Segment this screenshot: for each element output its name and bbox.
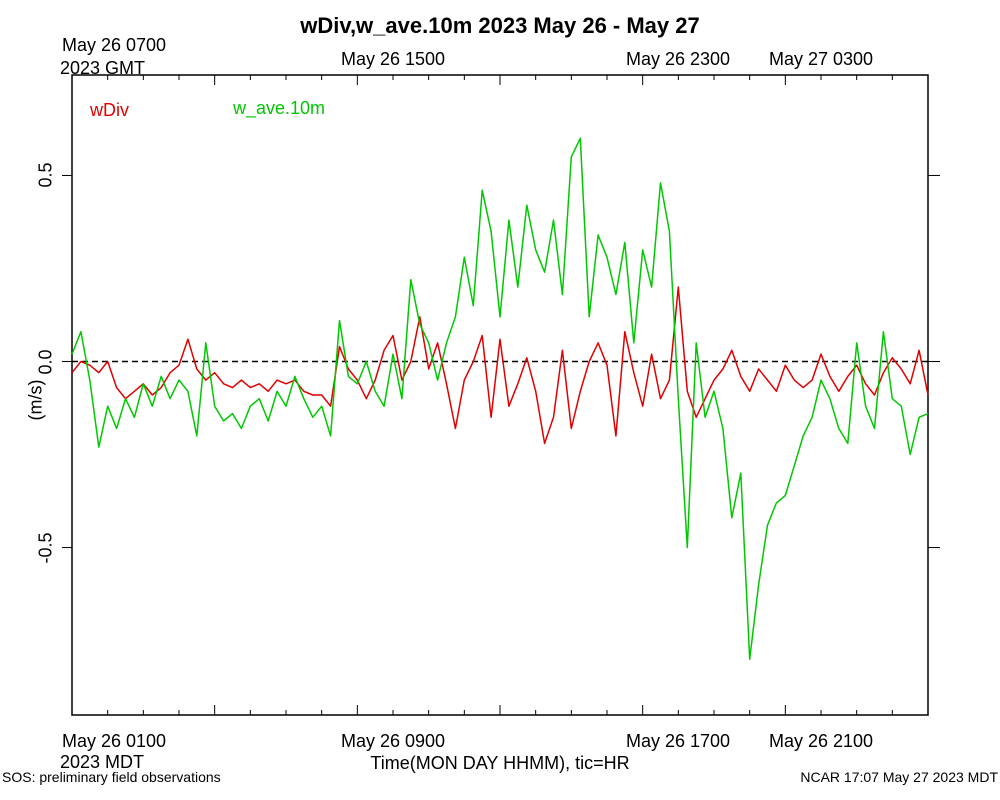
series-line-w-ave-10m [71, 137, 929, 660]
bottom-axis-label-1: May 26 0900 [340, 731, 446, 751]
bottom-axis-first-label-line1: May 26 0100 [62, 731, 167, 751]
y-axis-label: (m/s) [25, 379, 46, 421]
top-axis-first-label-line2: 2023 GMT [60, 58, 146, 78]
x-axis-label: Time(MON DAY HHMM), tic=HR [370, 753, 630, 773]
series-layer [71, 137, 929, 660]
legend-wdiv: wDiv [90, 100, 129, 120]
top-axis-label-3: May 27 0300 [768, 49, 874, 69]
bottom-axis-label-3: May 26 2100 [768, 731, 874, 751]
legend-w-ave-10m: w_ave.10m [233, 98, 326, 118]
bottom-axis-label-2: May 26 1700 [625, 731, 731, 751]
chart-title: wDiv,w_ave.10m 2023 May 26 - May 27 [300, 13, 700, 38]
axis-ticks [62, 75, 940, 715]
top-axis-label-2: May 26 2300 [625, 49, 731, 69]
top-axis-first-label-line1: May 26 0700 [62, 35, 167, 55]
footer-left-note: SOS: preliminary field observations [2, 769, 221, 785]
y-tick-label-0.5: 0.5 [35, 162, 56, 188]
top-axis-label-1: May 26 1500 [340, 49, 446, 69]
series-line-wdiv [71, 286, 929, 445]
bottom-axis-first-label-line2: 2023 MDT [60, 752, 145, 772]
footer-right-note: NCAR 17:07 May 27 2023 MDT [800, 769, 998, 785]
y-tick-label-neg-0.5: -0.5 [35, 532, 56, 564]
y-tick-label-0.0: 0.0 [35, 348, 56, 375]
